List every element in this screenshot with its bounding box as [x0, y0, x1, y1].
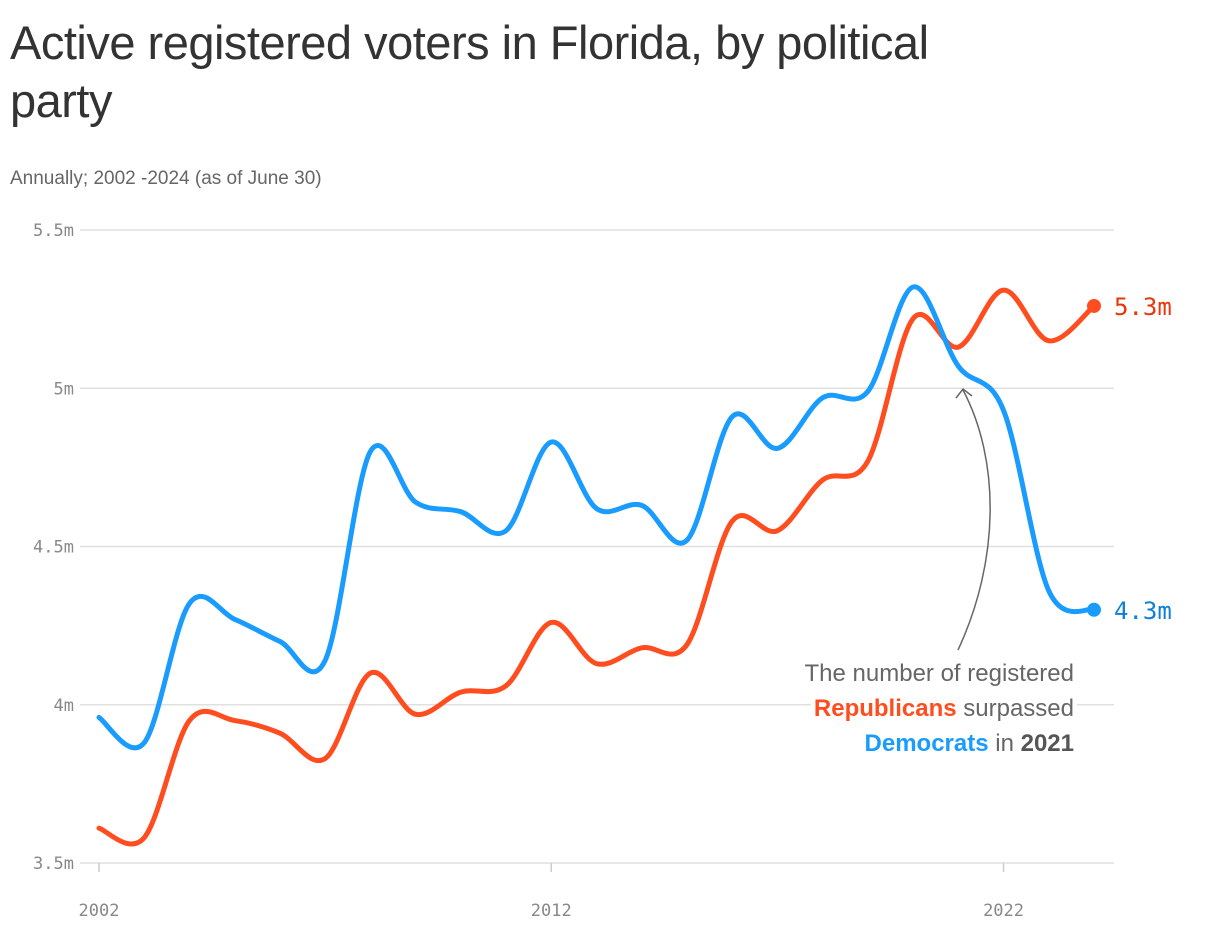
series-line-republicans	[96, 287, 1097, 847]
end-label-democrats: 4.3m	[1114, 597, 1172, 625]
annotation-line1: The number of registered	[801, 660, 1077, 687]
annotation: The number of registered Republicans sur…	[801, 656, 1077, 761]
end-label-republicans: 5.3m	[1114, 293, 1172, 321]
y-tick-label: 3.5m	[33, 854, 74, 874]
x-tick-label: 2002	[79, 901, 120, 921]
annotation-year: 2021	[1020, 730, 1074, 757]
annotation-republicans: Republicans	[813, 695, 957, 722]
y-tick-label: 4m	[54, 696, 74, 716]
y-tick-label: 4.5m	[33, 538, 74, 558]
arrow-head-icon	[955, 387, 973, 399]
chart-subtitle: Annually; 2002 -2024 (as of June 30)	[10, 168, 322, 189]
x-tick-label: 2022	[983, 901, 1024, 921]
y-tick-label: 5m	[54, 379, 74, 399]
end-point-republicans	[1087, 298, 1101, 313]
chart-title: Active registered voters in Florida, by …	[10, 16, 929, 127]
annotation-democrats: Democrats	[864, 730, 989, 757]
annotation-arrow	[957, 389, 991, 651]
series-line-democrats	[96, 284, 1097, 751]
annotation-in: in	[995, 730, 1014, 757]
annotation-surpassed: surpassed	[963, 695, 1074, 722]
x-tick-label: 2012	[531, 901, 572, 921]
end-point-democrats	[1087, 602, 1101, 617]
y-tick-label: 5.5m	[33, 221, 74, 241]
